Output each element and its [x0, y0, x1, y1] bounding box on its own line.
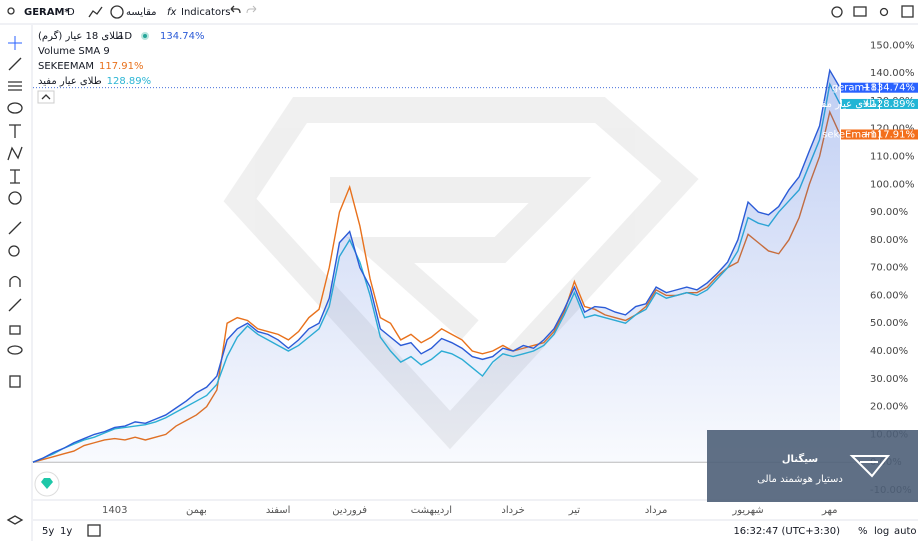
y-tick-label: 80.00%: [870, 235, 908, 246]
theme-icon[interactable]: [879, 7, 889, 17]
y-tick-label: 20.00%: [870, 402, 908, 413]
series-tag-bg: [841, 82, 879, 93]
trash-tool[interactable]: [9, 375, 21, 388]
compare-icon[interactable]: [110, 5, 124, 19]
series-tag: طلای عیار مفید: [813, 99, 877, 110]
y-tick-label: 110.00%: [870, 151, 915, 162]
redo-icon[interactable]: [246, 5, 257, 14]
pattern-tool[interactable]: [7, 146, 23, 161]
magnet-tool[interactable]: [9, 275, 21, 288]
background-logo: [223, 97, 699, 450]
brand-tagline: دستیار هوشمند مالی: [757, 474, 843, 485]
x-tick-label: اسفند: [266, 505, 290, 516]
brand-mark: [849, 455, 891, 478]
indicators[interactable]: Indicators: [181, 7, 230, 18]
series-tag-bg: [841, 129, 879, 140]
measure-tool[interactable]: [10, 169, 20, 184]
y-tick-label: 40.00%: [870, 346, 908, 357]
legend-value: 128.89%: [107, 76, 152, 87]
y-tick-label: 60.00%: [870, 290, 908, 301]
y-tick-label: 140.00%: [870, 68, 915, 79]
legend-name: طلای عیار مفید: [38, 76, 102, 87]
x-tick-label: مرداد: [645, 505, 668, 516]
series-line: [32, 68, 841, 463]
y-tick-label: 50.00%: [870, 318, 908, 329]
chart-type-icon[interactable]: [88, 6, 103, 18]
x-tick-label: مهر: [821, 505, 837, 516]
brand-name: سیگنال: [782, 452, 818, 465]
area: [33, 70, 840, 463]
shape-tool[interactable]: [7, 102, 23, 114]
x-tick-label: شهریور: [731, 505, 763, 516]
legend-name: SEKEEMAM: [38, 61, 94, 72]
lock-tool[interactable]: [9, 325, 21, 335]
y-tick-label: 90.00%: [870, 207, 908, 218]
clock: 16:32:47 (UTC+3:30): [733, 526, 840, 537]
date-range-icon[interactable]: [87, 524, 101, 537]
y-tick-label: 150.00%: [870, 40, 915, 51]
left-toolbar: [6, 36, 24, 525]
range-1y[interactable]: 1y: [60, 526, 72, 537]
interval[interactable]: D: [67, 7, 75, 18]
fib-tool[interactable]: [8, 81, 22, 91]
camera-icon[interactable]: [853, 6, 867, 17]
settings-icon[interactable]: [831, 6, 843, 18]
x-tick-label: فروردین: [332, 505, 367, 516]
y-tick-label: 30.00%: [870, 374, 908, 385]
legend-title: طلای 18 عیار (گرم): [38, 30, 123, 42]
symbol[interactable]: GERAM*: [24, 7, 70, 18]
series-value-tag: +117.91%: [862, 129, 915, 140]
legend-value: 134.74%: [160, 31, 205, 42]
percent-toggle[interactable]: %: [858, 526, 868, 537]
y-tick-label: 100.00%: [870, 179, 915, 190]
eye-tool[interactable]: [7, 345, 23, 355]
series-value-bg: [880, 82, 918, 93]
brand-box: [707, 430, 918, 502]
x-tick-label: تیر: [568, 505, 581, 516]
series-tag: geram18: [832, 83, 877, 94]
fullscreen-icon[interactable]: [901, 5, 914, 18]
legend-value: 117.91%: [99, 61, 144, 72]
text-tool[interactable]: [9, 124, 21, 138]
status-dot: [141, 32, 149, 40]
log-toggle[interactable]: log: [874, 526, 889, 537]
series-tag-bg: [841, 98, 879, 109]
ruler-tool[interactable]: [8, 221, 22, 235]
fx-icon[interactable]: fx: [167, 7, 177, 18]
emoji-tool[interactable]: [8, 191, 22, 205]
range-5y[interactable]: 5y: [42, 526, 54, 537]
undo-icon[interactable]: [230, 5, 241, 14]
x-tick-label: اردیبهشت: [411, 505, 452, 516]
lock-draw-tool[interactable]: [8, 298, 22, 312]
search-icon[interactable]: [7, 7, 15, 15]
compare[interactable]: مقایسه: [126, 7, 157, 18]
auto-toggle[interactable]: auto: [894, 526, 917, 537]
brand-diamond: [41, 478, 53, 489]
top-toolbar: [0, 0, 918, 24]
series-value-bg: [880, 129, 918, 140]
series-value-bg: [880, 98, 918, 109]
legend-interval: 1D: [118, 31, 132, 42]
series-value-tag: +134.74%: [862, 83, 915, 94]
cursor-tool[interactable]: [8, 36, 22, 50]
trend-tool[interactable]: [8, 57, 22, 71]
x-tick-label: 1403: [102, 505, 127, 516]
legend-volume: Volume SMA 9: [38, 46, 110, 57]
y-tick-label: 70.00%: [870, 263, 908, 274]
layers-tool[interactable]: [6, 515, 24, 525]
y-tick-label: 120.00%: [870, 124, 915, 135]
x-tick-label: بهمن: [186, 505, 207, 516]
collapse-legend[interactable]: [37, 90, 55, 104]
series-value-tag: +128.89%: [862, 99, 915, 110]
zoom-tool[interactable]: [8, 245, 20, 257]
x-tick-label: خرداد: [501, 505, 524, 516]
series-tag: sekeEmam: [822, 129, 877, 140]
collapse-arrow: [41, 94, 51, 100]
